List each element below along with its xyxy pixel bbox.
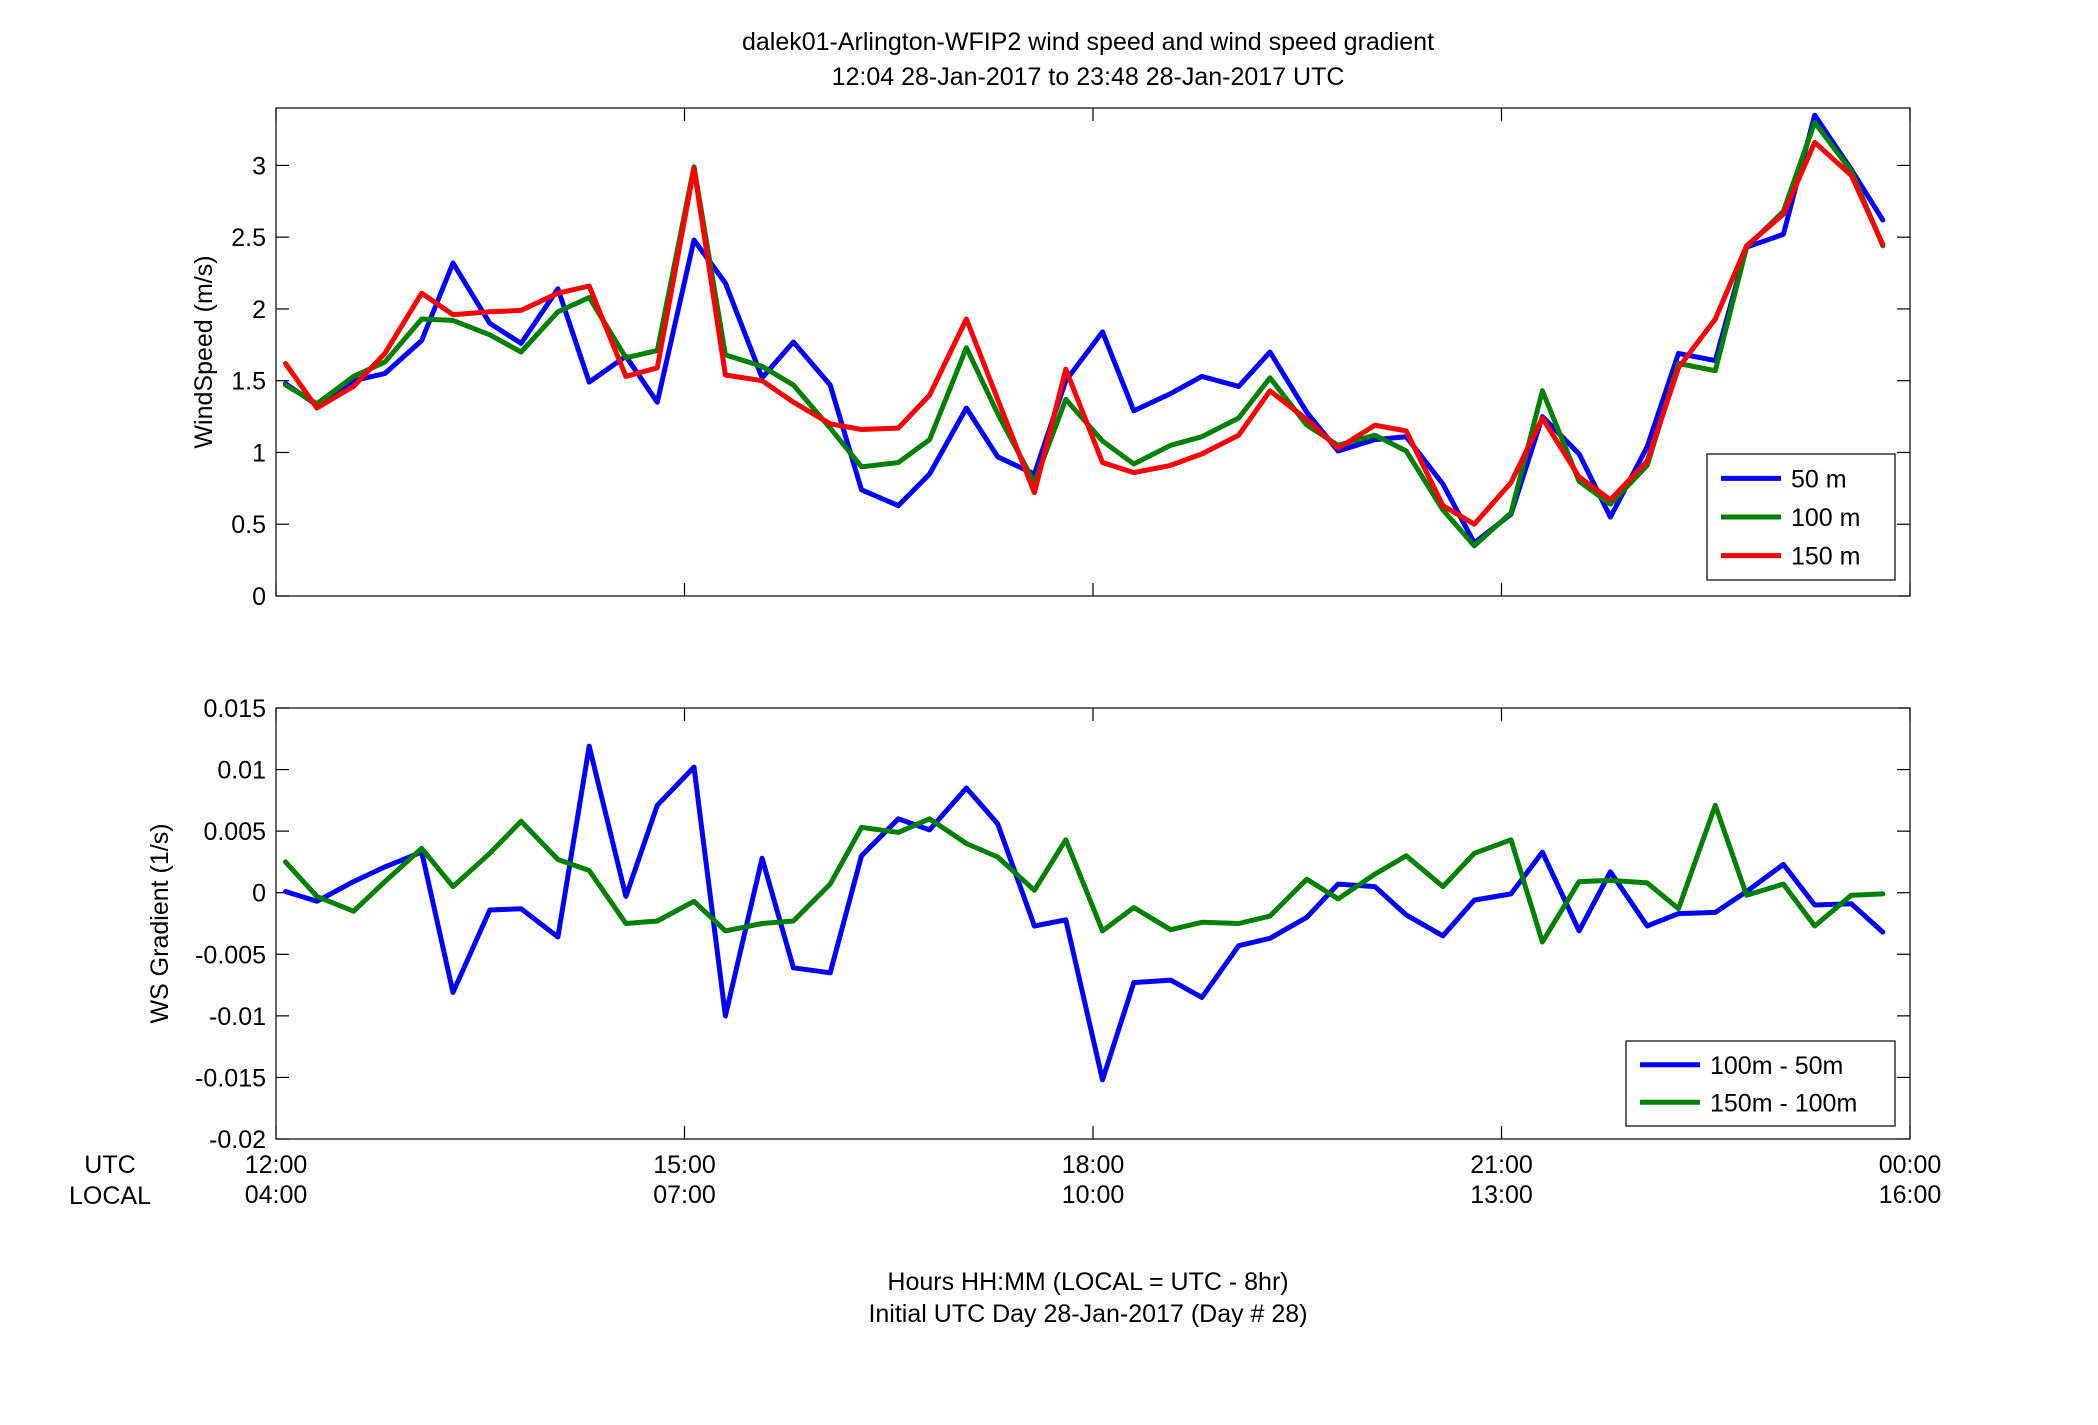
- series-line-2: [283, 802, 1886, 945]
- x-tick-label-local: 04:00: [245, 1181, 308, 1209]
- legend: 100m - 50m 150m - 100m: [1625, 1040, 1896, 1127]
- y-tick-label: 0: [252, 583, 266, 611]
- legend-box: [1625, 1040, 1896, 1127]
- x-row-label-local: LOCAL: [69, 1182, 151, 1210]
- legend-label-1: 100m - 50m: [1710, 1052, 1843, 1080]
- y-tick-label: -0.015: [195, 1064, 266, 1092]
- y-tick-label: 1.5: [231, 368, 266, 396]
- y-axis-label: WindSpeed (m/s): [190, 255, 218, 448]
- y-tick-label: 2.5: [231, 224, 266, 252]
- x-tick-label-local: 07:00: [653, 1181, 716, 1209]
- y-tick-label: -0.02: [209, 1126, 266, 1154]
- wind-speed-panel: 0 0.5 1 1.5 2 2.5 3 WindSpeed (m/s) 50 m 100 m 150…: [190, 107, 1911, 611]
- x-tick-label-local: 13:00: [1470, 1181, 1533, 1209]
- legend: 50 m 100 m 150 m: [1706, 453, 1896, 581]
- y-tick-label: 0.01: [217, 757, 266, 785]
- y-tick-label: 2: [252, 296, 266, 324]
- x-tick-label-local: 16:00: [1879, 1181, 1942, 1209]
- x-tick-label-local: 10:00: [1062, 1181, 1125, 1209]
- x-tick-label-utc: 00:00: [1879, 1151, 1942, 1179]
- x-row-label-utc: UTC: [84, 1151, 135, 1179]
- y-tick-label: -0.01: [209, 1003, 266, 1031]
- figure-title-line1: dalek01-Arlington-WFIP2 wind speed and w…: [742, 28, 1434, 56]
- y-tick-label: 3: [252, 152, 266, 180]
- figure-title-line2: 12:04 28-Jan-2017 to 23:48 28-Jan-2017 U…: [832, 63, 1345, 91]
- y-tick-label: 1: [252, 439, 266, 467]
- x-axis-sublabel: Initial UTC Day 28-Jan-2017 (Day # 28): [868, 1300, 1307, 1328]
- y-tick-label: 0.005: [203, 818, 266, 846]
- series-line-3: [283, 139, 1886, 527]
- plot-area: [275, 107, 1911, 597]
- legend-label-1: 50 m: [1791, 465, 1847, 493]
- y-tick-label: -0.005: [195, 941, 266, 969]
- legend-label-3: 150 m: [1791, 543, 1860, 571]
- x-tick-label-utc: 12:00: [245, 1151, 308, 1179]
- y-tick-label: 0.015: [203, 695, 266, 723]
- x-tick-label-utc: 21:00: [1470, 1151, 1533, 1179]
- y-axis-label: WS Gradient (1/s): [146, 823, 174, 1023]
- gradient-panel: -0.02 -0.015 -0.01 -0.005 0 0.005 0.01 0.015 12:…: [146, 695, 1941, 1209]
- x-tick-label-utc: 15:00: [653, 1151, 716, 1179]
- x-axis-label: Hours HH:MM (LOCAL = UTC - 8hr): [887, 1268, 1288, 1296]
- legend-label-2: 100 m: [1791, 504, 1860, 532]
- y-tick-label: 0.5: [231, 511, 266, 539]
- y-tick-label: 0: [252, 880, 266, 908]
- x-tick-label-utc: 18:00: [1062, 1151, 1125, 1179]
- legend-label-2: 150m - 100m: [1710, 1089, 1857, 1117]
